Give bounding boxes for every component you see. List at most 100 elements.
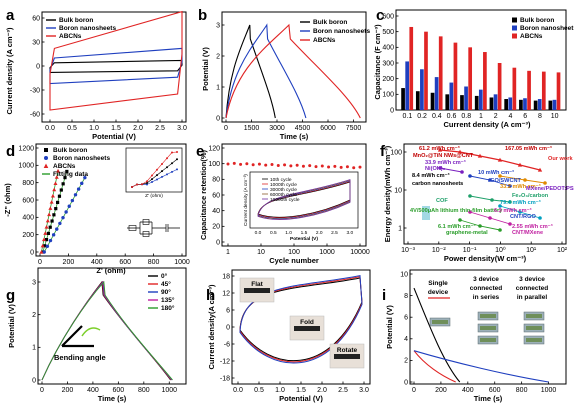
panel-label: g <box>6 287 15 304</box>
x-tick-label: 7500 <box>346 125 362 132</box>
plot-frame <box>403 143 567 245</box>
bar <box>401 88 405 110</box>
ragone-annotation: MXene/PEDOT:PSS <box>526 186 574 192</box>
y-tick-label: 3 <box>216 22 220 29</box>
y-axis-label: Current density (A cm⁻³) <box>5 27 14 115</box>
legend-label: ABCNs <box>520 33 543 40</box>
retention-point <box>289 164 293 168</box>
bending-curve-2 <box>41 280 172 381</box>
x-tick-label: 1000 <box>541 387 557 394</box>
retention-point <box>339 165 343 169</box>
x-tick-label: 2.5 <box>338 387 348 394</box>
y-axis-label: Potential (V) <box>201 47 210 91</box>
bending-angle-label: Bending angle <box>54 353 106 362</box>
our-work-point <box>537 167 543 172</box>
our-work-point <box>517 162 523 167</box>
retention-point <box>276 163 280 167</box>
data-point <box>44 238 49 242</box>
y-axis-label: Potential (V) <box>7 304 16 348</box>
our-work-line <box>439 149 541 171</box>
y-tick-label: 300 <box>382 60 394 67</box>
device-strip <box>244 288 270 293</box>
panel-b: b 0 1500 3000 4500 6000 7500 0 1 2 3 Time (s) Potent… <box>198 7 370 141</box>
series-label: in series <box>473 294 500 301</box>
retention-point <box>320 164 324 168</box>
y-axis-label: Capacitance retention(%) <box>199 149 208 240</box>
y-tick-label: 80 <box>212 177 220 184</box>
data-point <box>61 182 65 186</box>
bar <box>483 52 487 110</box>
ragone-annotation: CNT/MXene <box>512 230 543 236</box>
bar <box>430 92 435 110</box>
data-point <box>41 237 46 242</box>
y-tick-label: 120 <box>208 145 220 152</box>
x-tick-label: 10000 <box>350 249 370 256</box>
inset-legend-label: 6000th cycle <box>270 192 297 198</box>
x-tick-label: 200 <box>435 387 447 394</box>
x-axis-label: Potential (V) <box>92 132 136 141</box>
reference-point <box>518 210 522 214</box>
panel-h: h 0.0 0.5 1.0 1.5 2.0 2.5 3.0 -18 -12 -6 0 6 12 18 Pote… <box>206 269 371 403</box>
x-tick-label: 0.5 <box>254 387 264 394</box>
data-point <box>50 193 55 198</box>
legend-label: 90° <box>161 288 171 296</box>
legend-swatch <box>44 148 48 152</box>
bar <box>468 47 473 110</box>
bar <box>489 97 494 110</box>
reference-point <box>543 181 547 185</box>
y-tick-label: 0 <box>216 115 220 122</box>
y-tick-label: 6 <box>404 315 408 322</box>
legend-label: ABCNs <box>313 37 336 44</box>
x-tick-label: 4 <box>509 113 513 120</box>
x-tick-label: 6000 <box>320 125 336 132</box>
bar <box>420 69 424 110</box>
ragone-annotation: carbon nanosheets <box>412 181 463 187</box>
photo-label: Fold <box>300 319 314 326</box>
bar <box>474 95 479 110</box>
inset-cv-curve <box>257 179 351 220</box>
y-tick-label: 2 <box>404 358 408 365</box>
ragone-annotation: 2.55 mWh cm⁻³ <box>512 223 553 230</box>
reference-point <box>508 222 512 226</box>
y-tick-label: 20 <box>212 224 220 231</box>
panel-i: i 0 200 400 600 800 1000 0 2 4 6 8 10 Time (s) Potenti… <box>382 269 567 403</box>
bar <box>504 99 509 110</box>
y-tick-label: 1 <box>216 84 220 91</box>
x-axis-label: Time (s) <box>98 394 127 403</box>
reference-point <box>438 166 442 170</box>
reference-point <box>488 216 492 220</box>
device-layer <box>526 338 542 342</box>
data-point <box>67 204 71 208</box>
inset-x-tick: 0.0 <box>255 230 262 236</box>
inset-x-label: Potential (V) <box>290 236 318 242</box>
ragone-annotation: COF <box>436 198 448 204</box>
data-point <box>65 169 69 174</box>
data-point <box>44 225 49 229</box>
x-tick-label: 10⁻¹ <box>463 247 477 254</box>
x-tick-label: 2.0 <box>317 387 327 394</box>
series-label: 3 device <box>473 276 499 283</box>
x-tick-label: 10⁻³ <box>401 247 415 254</box>
bending-curve-4 <box>41 280 173 381</box>
y-tick-label: 3 <box>32 279 36 286</box>
x-tick-label: 1000 <box>319 249 335 256</box>
bar <box>552 99 557 110</box>
data-point <box>51 233 56 237</box>
ragone-annotation: 33.9 mWh cm⁻³ <box>425 159 466 166</box>
x-tick-label: 600 <box>113 387 125 394</box>
y-tick-label: 4 <box>404 336 408 343</box>
ragone-annotation: CNT/RGO <box>510 214 536 220</box>
bar <box>409 26 414 110</box>
inset-x-tick: 3.0 <box>346 230 353 236</box>
device-layer <box>526 326 542 330</box>
y-axis-label: Potential (V) <box>385 305 394 349</box>
device-strip <box>334 354 360 359</box>
panel-label: c <box>376 7 384 24</box>
series-label: connected <box>470 285 503 292</box>
inset-x-tick: 1.0 <box>285 230 292 236</box>
ragone-annotation: 10 mWh cm⁻³ <box>478 169 514 176</box>
reference-point <box>508 184 512 188</box>
our-work-point <box>457 149 463 154</box>
reference-point <box>498 204 502 208</box>
ragone-annotation: Our work <box>548 156 573 162</box>
